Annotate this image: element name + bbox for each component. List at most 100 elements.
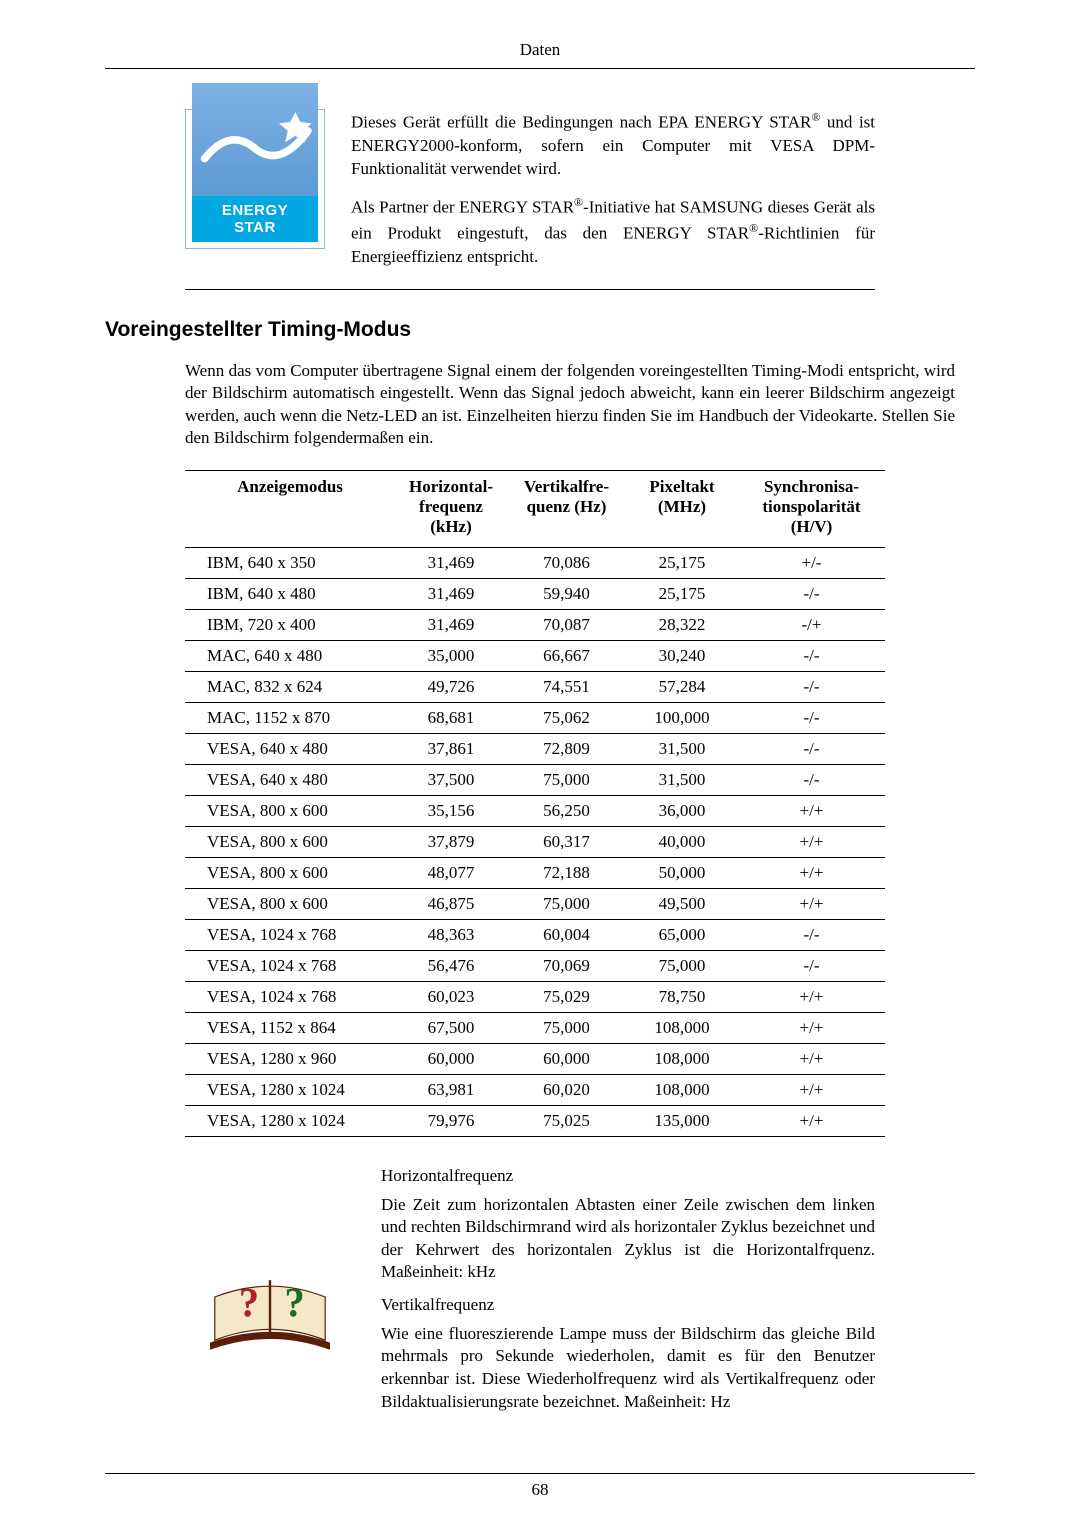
table-cell: 31,469 [395, 610, 507, 641]
table-cell: +/+ [738, 1044, 885, 1075]
table-cell: 31,500 [626, 734, 738, 765]
energy-para-1: Dieses Gerät erfüllt die Bedingungen nac… [351, 109, 875, 180]
table-row: VESA, 1152 x 86467,50075,000108,000+/+ [185, 1013, 885, 1044]
table-cell: 40,000 [626, 827, 738, 858]
table-cell: IBM, 640 x 350 [185, 548, 395, 579]
table-row: VESA, 1280 x 102463,98160,020108,000+/+ [185, 1075, 885, 1106]
timing-col-header: Anzeigemodus [185, 471, 395, 548]
table-cell: 63,981 [395, 1075, 507, 1106]
energy-para-2: Als Partner der ENERGY STAR®-Initiative … [351, 194, 875, 268]
horizontal-freq-label: Horizontalfrequenz [381, 1165, 875, 1188]
timing-col-header: Vertikalfre-quenz (Hz) [507, 471, 626, 548]
table-cell: 35,000 [395, 641, 507, 672]
table-cell: 46,875 [395, 889, 507, 920]
table-cell: +/+ [738, 1013, 885, 1044]
table-cell: 25,175 [626, 548, 738, 579]
table-cell: 37,861 [395, 734, 507, 765]
table-cell: 135,000 [626, 1106, 738, 1137]
vertical-freq-label: Vertikalfrequenz [381, 1294, 875, 1317]
table-cell: 60,004 [507, 920, 626, 951]
document-page: Daten ENERGY STAR Dieses Gerät erfüllt d… [105, 40, 975, 1500]
definitions-block: ? ? Horizontalfrequenz Die Zeit zum hori… [185, 1165, 875, 1423]
table-row: MAC, 640 x 48035,00066,66730,240-/- [185, 641, 885, 672]
table-cell: +/+ [738, 827, 885, 858]
table-cell: 72,809 [507, 734, 626, 765]
table-cell: 56,476 [395, 951, 507, 982]
table-cell: -/- [738, 765, 885, 796]
table-row: IBM, 720 x 40031,46970,08728,322-/+ [185, 610, 885, 641]
table-cell: 31,500 [626, 765, 738, 796]
table-cell: VESA, 1280 x 960 [185, 1044, 395, 1075]
table-cell: 75,025 [507, 1106, 626, 1137]
registered-mark: ® [574, 195, 583, 209]
book-question-icon: ? ? [185, 1165, 355, 1423]
table-cell: 70,086 [507, 548, 626, 579]
timing-col-header: Horizontal-frequenz(kHz) [395, 471, 507, 548]
table-cell: 48,363 [395, 920, 507, 951]
table-row: VESA, 1280 x 96060,00060,000108,000+/+ [185, 1044, 885, 1075]
energy-star-text: Dieses Gerät erfüllt die Bedingungen nac… [351, 109, 875, 283]
table-cell: -/- [738, 641, 885, 672]
table-cell: 56,250 [507, 796, 626, 827]
table-cell: 65,000 [626, 920, 738, 951]
energy-star-icon [192, 83, 318, 196]
section-title: Voreingestellter Timing-Modus [105, 318, 975, 342]
table-cell: 49,500 [626, 889, 738, 920]
page-number: 68 [532, 1480, 549, 1499]
table-cell: 68,681 [395, 703, 507, 734]
page-footer: 68 [105, 1473, 975, 1500]
table-cell: 37,879 [395, 827, 507, 858]
table-cell: 75,029 [507, 982, 626, 1013]
table-cell: 70,069 [507, 951, 626, 982]
table-cell: -/+ [738, 610, 885, 641]
timing-col-header: Synchronisa-tionspolarität(H/V) [738, 471, 885, 548]
table-cell: 37,500 [395, 765, 507, 796]
table-cell: 74,551 [507, 672, 626, 703]
table-cell: 60,000 [507, 1044, 626, 1075]
table-cell: 79,976 [395, 1106, 507, 1137]
timing-table-head: AnzeigemodusHorizontal-frequenz(kHz)Vert… [185, 471, 885, 548]
table-cell: 75,000 [626, 951, 738, 982]
table-cell: +/+ [738, 1106, 885, 1137]
energy-star-block: ENERGY STAR Dieses Gerät erfüllt die Bed… [185, 109, 875, 290]
table-row: VESA, 640 x 48037,86172,80931,500-/- [185, 734, 885, 765]
table-cell: 75,000 [507, 765, 626, 796]
page-header-title: Daten [520, 40, 561, 59]
table-cell: 60,020 [507, 1075, 626, 1106]
table-cell: VESA, 1280 x 1024 [185, 1075, 395, 1106]
table-row: VESA, 1024 x 76860,02375,02978,750+/+ [185, 982, 885, 1013]
table-cell: 30,240 [626, 641, 738, 672]
table-cell: 50,000 [626, 858, 738, 889]
table-row: IBM, 640 x 48031,46959,94025,175-/- [185, 579, 885, 610]
table-cell: 75,000 [507, 1013, 626, 1044]
svg-text:?: ? [284, 1280, 304, 1325]
energy-star-logo: ENERGY STAR [185, 109, 325, 249]
table-cell: +/+ [738, 982, 885, 1013]
definitions-text: Horizontalfrequenz Die Zeit zum horizont… [381, 1165, 875, 1423]
table-cell: 108,000 [626, 1075, 738, 1106]
table-cell: +/+ [738, 889, 885, 920]
table-cell: VESA, 1024 x 768 [185, 920, 395, 951]
table-cell: MAC, 832 x 624 [185, 672, 395, 703]
table-cell: 31,469 [395, 579, 507, 610]
table-cell: -/- [738, 920, 885, 951]
table-cell: VESA, 640 x 480 [185, 734, 395, 765]
vertical-freq-text: Wie eine fluoreszierende Lampe muss der … [381, 1323, 875, 1413]
table-cell: 108,000 [626, 1044, 738, 1075]
table-cell: 35,156 [395, 796, 507, 827]
table-cell: 78,750 [626, 982, 738, 1013]
table-cell: +/- [738, 548, 885, 579]
table-cell: 67,500 [395, 1013, 507, 1044]
table-cell: MAC, 1152 x 870 [185, 703, 395, 734]
table-row: VESA, 1024 x 76856,47670,06975,000-/- [185, 951, 885, 982]
table-cell: VESA, 800 x 600 [185, 796, 395, 827]
table-row: VESA, 800 x 60046,87575,00049,500+/+ [185, 889, 885, 920]
table-cell: 72,188 [507, 858, 626, 889]
table-cell: VESA, 1024 x 768 [185, 951, 395, 982]
table-cell: +/+ [738, 1075, 885, 1106]
table-row: VESA, 800 x 60037,87960,31740,000+/+ [185, 827, 885, 858]
table-cell: 49,726 [395, 672, 507, 703]
timing-col-header: Pixeltakt(MHz) [626, 471, 738, 548]
table-cell: 108,000 [626, 1013, 738, 1044]
table-cell: 60,000 [395, 1044, 507, 1075]
